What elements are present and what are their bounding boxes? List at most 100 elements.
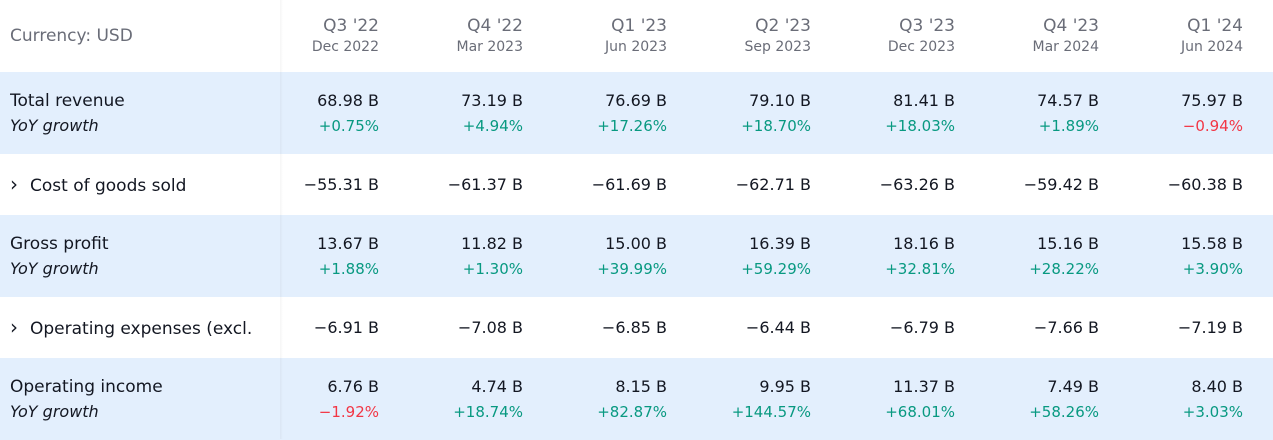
- period-quarter: Q2 '23: [755, 16, 811, 36]
- value-cell: −55.31 B: [265, 154, 409, 215]
- yoy-growth-label: YoY growth: [10, 402, 99, 421]
- value: 15.16 B: [1037, 234, 1099, 253]
- value-cell: 11.37 B +68.01%: [841, 358, 985, 440]
- yoy-growth-value: +18.70%: [741, 117, 811, 135]
- table-row[interactable]: › Cost of goods sold −55.31 B −61.37 B −61.6…: [0, 154, 1273, 215]
- value-cell: −59.42 B: [985, 154, 1129, 215]
- period-header: Q4 '22 Mar 2023: [409, 0, 553, 72]
- value: 75.97 B: [1181, 91, 1243, 110]
- yoy-growth-value: +32.81%: [885, 260, 955, 278]
- chevron-right-icon[interactable]: ›: [10, 314, 18, 339]
- period-quarter: Q4 '22: [467, 16, 523, 36]
- header-row: Currency: USD Q3 '22 Dec 2022 Q4 '22 Mar 20…: [0, 0, 1273, 72]
- period-header: Q2 '23 Sep 2023: [697, 0, 841, 72]
- value-cell: 4.74 B +18.74%: [409, 358, 553, 440]
- value: −60.38 B: [1167, 174, 1243, 194]
- chevron-right-icon[interactable]: ›: [10, 171, 18, 196]
- value: −6.44 B: [745, 317, 811, 337]
- yoy-growth-value: +68.01%: [885, 403, 955, 421]
- currency-label: Currency: USD: [10, 26, 133, 46]
- period-date: Jun 2023: [605, 39, 667, 55]
- yoy-growth-value: +39.99%: [597, 260, 667, 278]
- value: −6.91 B: [313, 317, 379, 337]
- period-date: Dec 2022: [311, 39, 379, 55]
- yoy-growth-value: +17.26%: [597, 117, 667, 135]
- value: 8.15 B: [615, 377, 667, 396]
- yoy-growth-value: +18.74%: [453, 403, 523, 421]
- row-label-line: › Operating expenses (excl.: [10, 314, 265, 342]
- value-cell: 8.15 B +82.87%: [553, 358, 697, 440]
- row-label-cell[interactable]: › Operating expenses (excl.: [0, 297, 265, 358]
- value: −7.08 B: [457, 317, 523, 337]
- yoy-growth-value: +1.89%: [1038, 117, 1099, 135]
- value: 68.98 B: [317, 91, 379, 110]
- value: −61.69 B: [591, 174, 667, 194]
- value: 79.10 B: [749, 91, 811, 110]
- value-cell: −61.69 B: [553, 154, 697, 215]
- value: −62.71 B: [735, 174, 811, 194]
- value: −55.31 B: [303, 174, 379, 194]
- value-cell: −6.85 B: [553, 297, 697, 358]
- period-quarter: Q3 '22: [323, 16, 379, 36]
- row-label-cell: Total revenue YoY growth: [0, 72, 265, 154]
- yoy-growth-value: +18.03%: [885, 117, 955, 135]
- value: 9.95 B: [759, 377, 811, 396]
- value-cell: −61.37 B: [409, 154, 553, 215]
- table-row[interactable]: › Operating expenses (excl. −6.91 B −7.08 B…: [0, 297, 1273, 358]
- value-cell: −7.19 B: [1129, 297, 1273, 358]
- row-label: Gross profit: [10, 234, 109, 254]
- yoy-growth-value: +58.26%: [1029, 403, 1099, 421]
- yoy-growth-value: +1.30%: [462, 260, 523, 278]
- yoy-growth-value: −1.92%: [318, 403, 379, 421]
- period-date: Sep 2023: [744, 39, 811, 55]
- period-date: Jun 2024: [1181, 39, 1243, 55]
- row-label-line: Operating income: [10, 374, 265, 400]
- row-label: Operating income: [10, 377, 163, 397]
- value-cell: 6.76 B −1.92%: [265, 358, 409, 440]
- period-quarter: Q4 '23: [1043, 16, 1099, 36]
- period-header: Q1 '24 Jun 2024: [1129, 0, 1273, 72]
- value-cell: 11.82 B +1.30%: [409, 215, 553, 297]
- value: 74.57 B: [1037, 91, 1099, 110]
- column-separator: [280, 0, 283, 439]
- value: 8.40 B: [1191, 377, 1243, 396]
- yoy-growth-value: +1.88%: [318, 260, 379, 278]
- value: −63.26 B: [879, 174, 955, 194]
- row-label-cell: Operating income YoY growth: [0, 358, 265, 440]
- value-cell: 9.95 B +144.57%: [697, 358, 841, 440]
- row-label-cell: Gross profit YoY growth: [0, 215, 265, 297]
- value: 13.67 B: [317, 234, 379, 253]
- value-cell: −6.44 B: [697, 297, 841, 358]
- yoy-growth-value: +3.03%: [1182, 403, 1243, 421]
- value: 6.76 B: [327, 377, 379, 396]
- yoy-growth-value: +144.57%: [731, 403, 811, 421]
- value-cell: 16.39 B +59.29%: [697, 215, 841, 297]
- value: 4.74 B: [471, 377, 523, 396]
- yoy-growth-value: −0.94%: [1182, 117, 1243, 135]
- value: 81.41 B: [893, 91, 955, 110]
- value-cell: −7.66 B: [985, 297, 1129, 358]
- value: 18.16 B: [893, 234, 955, 253]
- table-row: Total revenue YoY growth 68.98 B +0.75% 73.1…: [0, 72, 1273, 154]
- yoy-growth-value: +28.22%: [1029, 260, 1099, 278]
- value: −7.66 B: [1033, 317, 1099, 337]
- value-cell: −63.26 B: [841, 154, 985, 215]
- row-label: Total revenue: [10, 91, 125, 111]
- value: 11.82 B: [461, 234, 523, 253]
- row-label-cell[interactable]: › Cost of goods sold: [0, 154, 265, 215]
- value-cell: 15.16 B +28.22%: [985, 215, 1129, 297]
- yoy-growth-label: YoY growth: [10, 259, 99, 278]
- value-cell: 18.16 B +32.81%: [841, 215, 985, 297]
- value-cell: 15.58 B +3.90%: [1129, 215, 1273, 297]
- row-label-line: Gross profit: [10, 231, 265, 257]
- value: −7.19 B: [1177, 317, 1243, 337]
- period-quarter: Q1 '24: [1187, 16, 1243, 36]
- value: −59.42 B: [1023, 174, 1099, 194]
- row-label-line: › Cost of goods sold: [10, 171, 265, 199]
- value-cell: 7.49 B +58.26%: [985, 358, 1129, 440]
- value-cell: 81.41 B +18.03%: [841, 72, 985, 154]
- value: −6.85 B: [601, 317, 667, 337]
- period-header: Q4 '23 Mar 2024: [985, 0, 1129, 72]
- value-cell: −62.71 B: [697, 154, 841, 215]
